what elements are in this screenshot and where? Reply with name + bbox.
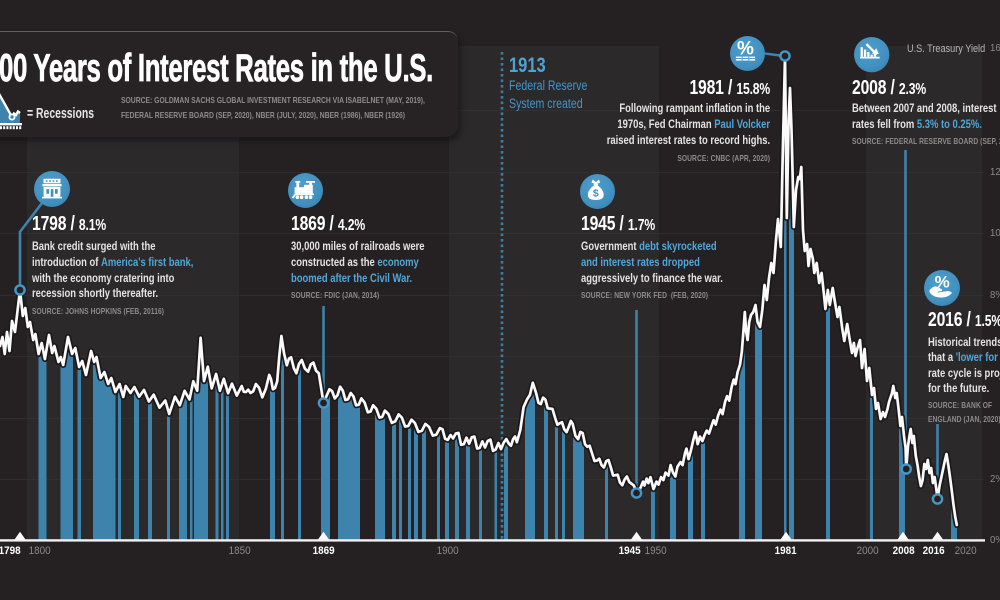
svg-text:$: $: [593, 187, 599, 199]
svg-text:%: %: [737, 39, 754, 60]
svg-text:%: %: [935, 272, 950, 291]
